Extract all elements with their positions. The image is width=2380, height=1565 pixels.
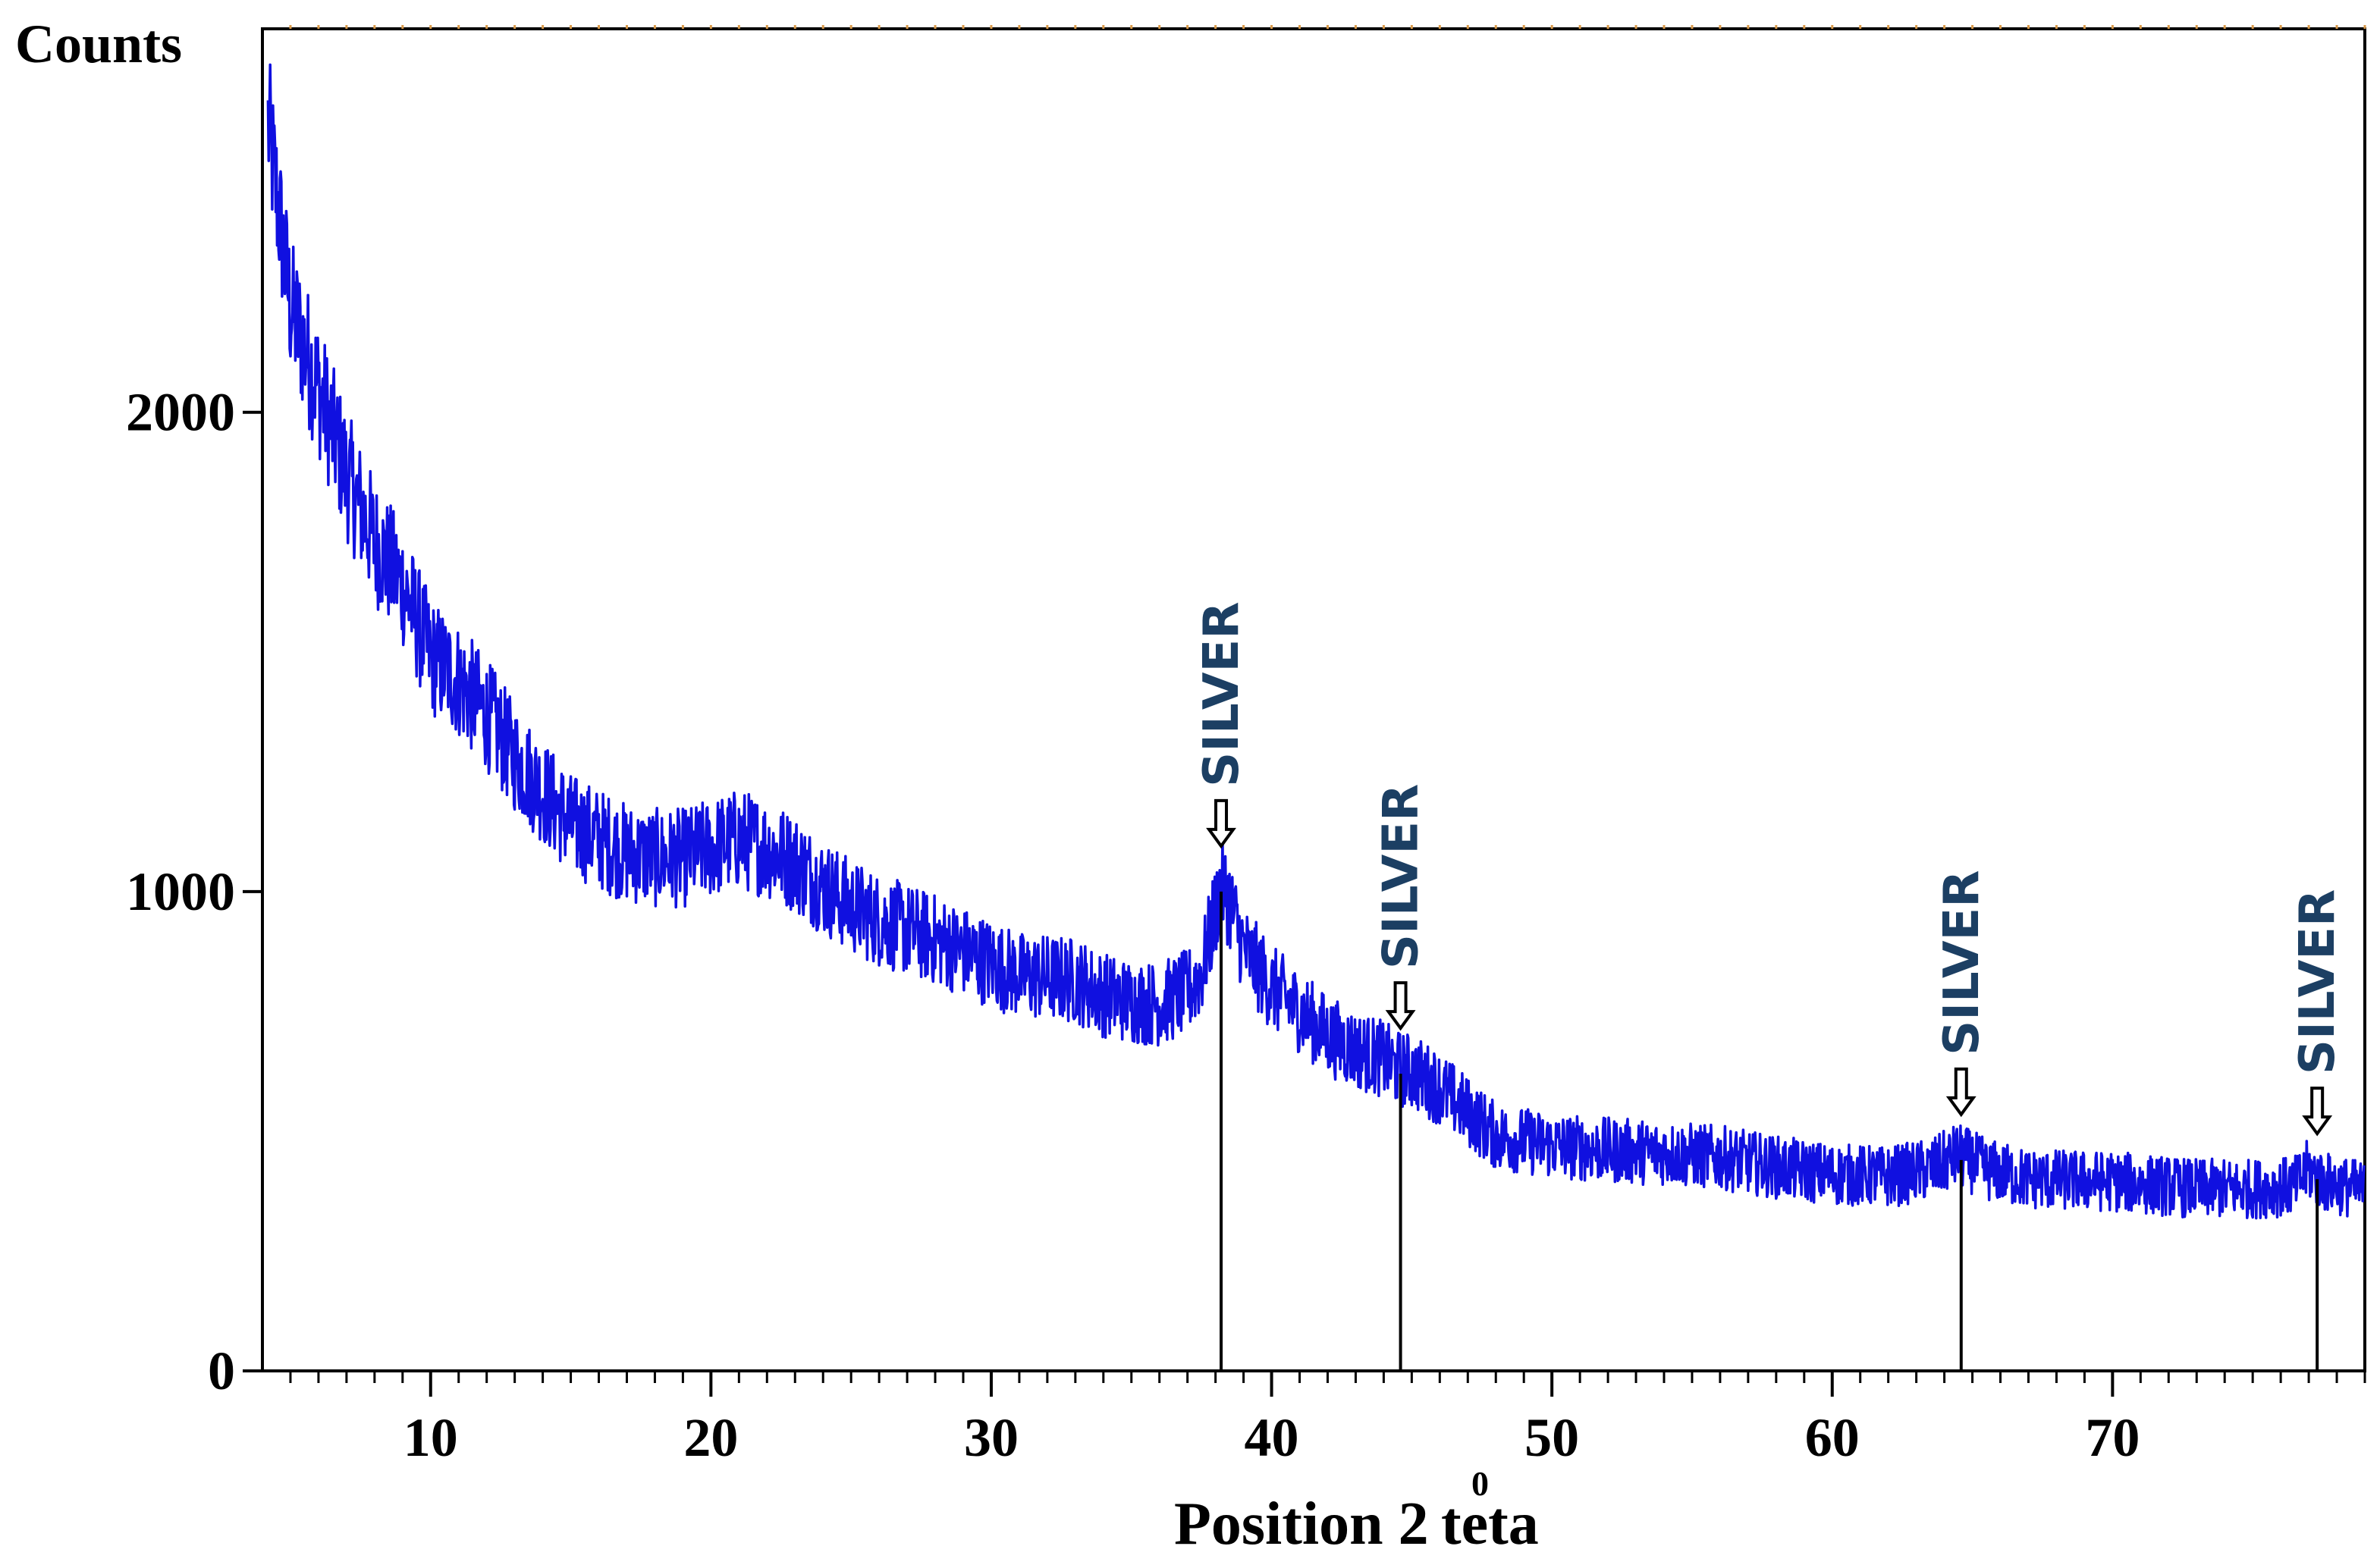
y-tick-label: 1000 — [126, 861, 235, 922]
x-minor-ticks — [289, 25, 2366, 1383]
reference-peaks: SILVER SILVER SILVER SILVER — [1194, 601, 2346, 1371]
plot-frame — [261, 27, 2366, 1372]
x-tick-label: 50 — [1524, 1407, 1579, 1468]
down-arrow-icon — [2302, 1087, 2333, 1137]
down-arrow-icon — [1945, 1067, 1977, 1118]
x-axis-label-tail: teta — [1441, 1491, 1539, 1557]
x-tick-label: 30 — [964, 1407, 1019, 1468]
x-tick-label: 60 — [1805, 1407, 1860, 1468]
x-tick-label: 10 — [403, 1407, 458, 1468]
peak-label: SILVER — [2290, 889, 2346, 1074]
y-tick-label: 2000 — [126, 382, 235, 443]
x-tick-label: 70 — [2085, 1407, 2140, 1468]
down-arrow-icon — [1206, 798, 1236, 849]
y-axis-label: Counts — [15, 14, 182, 74]
x-axis-label: Position 2 0 teta — [1174, 1464, 1539, 1557]
peak-label: SILVER — [1194, 601, 1250, 786]
x-axis-label-superscript: 0 — [1471, 1464, 1489, 1503]
xrd-series-line — [266, 63, 2366, 1220]
x-major-ticks: 10 20 30 40 50 60 70 — [403, 1371, 2140, 1468]
x-tick-label: 40 — [1245, 1407, 1299, 1468]
y-tick-label: 0 — [208, 1341, 235, 1401]
x-tick-label: 20 — [683, 1407, 738, 1468]
y-ticks: 0 1000 2000 — [126, 382, 262, 1401]
x-axis-label-main: Position 2 — [1174, 1491, 1429, 1557]
peak-label: SILVER — [1934, 870, 1990, 1055]
down-arrow-icon — [1385, 981, 1416, 1031]
peak-label: SILVER — [1374, 784, 1430, 969]
